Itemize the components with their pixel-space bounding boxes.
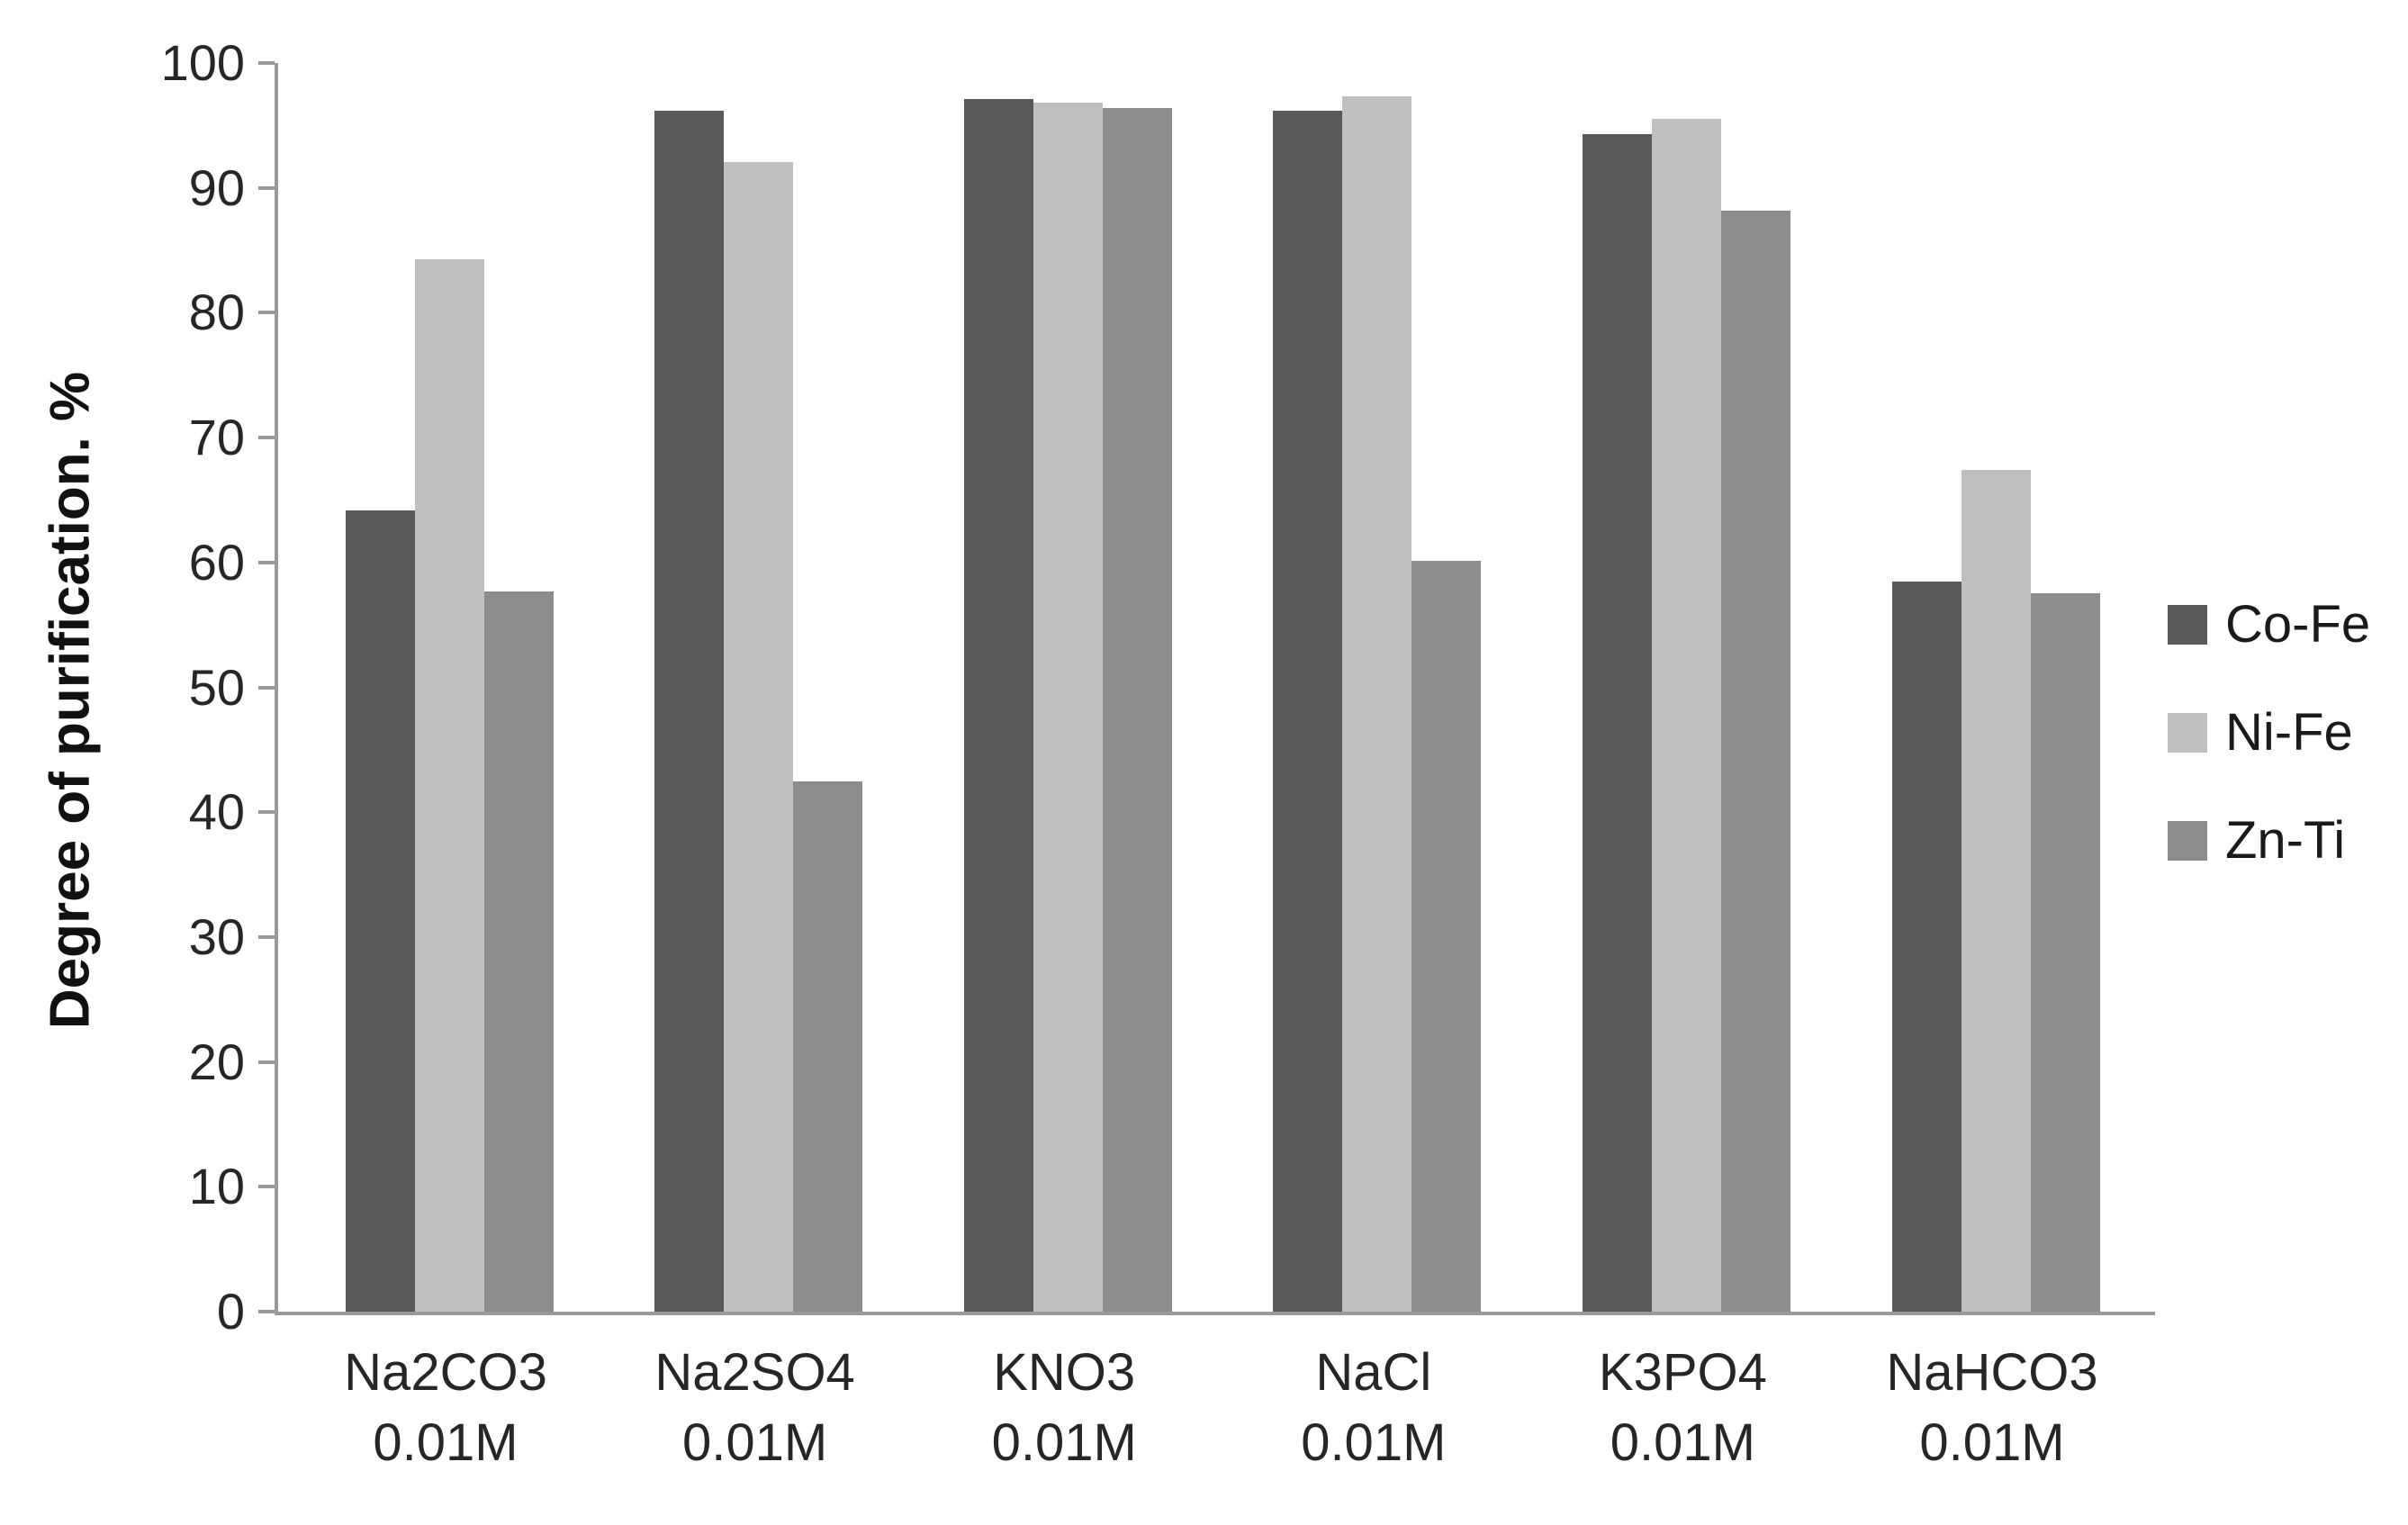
x-axis-label-line2: 0.01M — [373, 1413, 519, 1472]
bar-zn-ti-nahco3 — [2030, 593, 2100, 1312]
legend-label-co-fe: Co-Fe — [2225, 595, 2371, 654]
x-axis-label-na2co3: Na2CO3 0.01M — [284, 1338, 608, 1478]
bar-co-fe-k3po4 — [1582, 134, 1652, 1312]
legend-swatch-ni-fe — [2168, 713, 2207, 753]
x-axis-label-line2: 0.01M — [1919, 1413, 2065, 1472]
bar-group-nacl — [1273, 96, 1482, 1312]
legend: Co-Fe Ni-Fe Zn-Ti — [2168, 595, 2371, 924]
bar-ni-fe-nacl — [1342, 96, 1412, 1312]
y-axis-tick-mark — [258, 560, 275, 564]
x-axis-label-kno3: KNO3 0.01M — [902, 1338, 1226, 1478]
y-axis-tick-label: 50 — [188, 658, 245, 716]
y-axis-tick-mark — [258, 311, 275, 315]
x-axis-label-line1: NaHCO3 — [1886, 1343, 2098, 1402]
x-axis-label-line2: 0.01M — [1610, 1413, 1755, 1472]
y-axis-tick-label: 10 — [188, 1158, 245, 1215]
y-axis-tick-labels: 0 10 20 30 40 50 60 70 80 90 100 — [0, 38, 245, 1337]
legend-swatch-co-fe — [2168, 605, 2207, 645]
x-axis-label-nacl: NaCl 0.01M — [1212, 1338, 1536, 1478]
y-axis-tick-mark — [258, 1185, 275, 1189]
x-axis-label-line1: NaCl — [1315, 1343, 1432, 1402]
x-axis-label-na2so4: Na2SO4 0.01M — [593, 1338, 917, 1478]
y-axis-tick-mark — [258, 1060, 275, 1064]
legend-label-zn-ti: Zn-Ti — [2225, 811, 2346, 870]
bar-zn-ti-na2so4 — [793, 781, 863, 1312]
y-axis-tick-label: 70 — [188, 409, 245, 466]
bar-ni-fe-na2so4 — [724, 162, 794, 1312]
bar-ni-fe-k3po4 — [1651, 119, 1721, 1312]
y-axis-tick-mark — [258, 185, 275, 190]
y-axis-tick-label: 30 — [188, 907, 245, 965]
y-axis-tick-mark — [258, 810, 275, 815]
bar-ni-fe-na2co3 — [414, 259, 484, 1312]
y-axis-tick-mark — [258, 61, 275, 65]
x-axis-label-line1: KNO3 — [993, 1343, 1136, 1402]
bar-co-fe-nacl — [1273, 111, 1343, 1312]
plot-area — [258, 61, 2155, 1315]
y-axis-tick-mark — [258, 685, 275, 690]
bar-co-fe-na2so4 — [654, 111, 725, 1312]
y-axis-tick-label: 20 — [188, 1033, 245, 1090]
y-axis-tick-mark — [258, 934, 275, 939]
bar-zn-ti-nacl — [1411, 561, 1482, 1312]
bar-group-k3po4 — [1582, 119, 1790, 1312]
bar-co-fe-na2co3 — [345, 510, 415, 1312]
y-axis-tick-label: 40 — [188, 783, 245, 841]
x-axis-label-line1: Na2CO3 — [344, 1343, 547, 1402]
y-axis-tick-label: 0 — [216, 1283, 245, 1340]
y-axis-tick-label: 90 — [188, 158, 245, 216]
y-axis-tick-label: 80 — [188, 284, 245, 341]
legend-item-ni-fe: Ni-Fe — [2168, 703, 2370, 762]
y-axis-tick-label: 100 — [160, 34, 245, 91]
x-axis-label-nahco3: NaHCO3 0.01M — [1830, 1338, 2154, 1478]
bar-co-fe-nahco3 — [1891, 582, 1962, 1312]
bar-zn-ti-na2co3 — [483, 591, 554, 1312]
x-axis-label-k3po4: K3PO4 0.01M — [1520, 1338, 1844, 1478]
x-axis-label-line1: Na2SO4 — [654, 1343, 855, 1402]
bar-group-na2co3 — [345, 259, 554, 1312]
legend-label-ni-fe: Ni-Fe — [2225, 703, 2353, 762]
y-axis-tick-label: 60 — [188, 533, 245, 591]
bar-zn-ti-k3po4 — [1720, 211, 1790, 1312]
bar-group-nahco3 — [1891, 470, 2100, 1312]
x-axis-label-line2: 0.01M — [1301, 1413, 1447, 1472]
x-axis-label-line2: 0.01M — [991, 1413, 1137, 1472]
bar-group-na2so4 — [654, 111, 863, 1312]
bar-co-fe-kno3 — [963, 99, 1033, 1312]
y-axis-tick-mark — [258, 1310, 275, 1313]
bar-ni-fe-kno3 — [1033, 103, 1103, 1312]
legend-item-zn-ti: Zn-Ti — [2168, 811, 2370, 870]
bar-ni-fe-nahco3 — [1961, 470, 2031, 1312]
legend-swatch-zn-ti — [2168, 821, 2207, 861]
legend-item-co-fe: Co-Fe — [2168, 595, 2371, 654]
x-axis-label-line1: K3PO4 — [1598, 1343, 1767, 1402]
bar-group-kno3 — [963, 99, 1172, 1312]
y-axis-tick-mark — [258, 436, 275, 440]
bar-zn-ti-kno3 — [1102, 108, 1172, 1312]
x-axis-label-line2: 0.01M — [681, 1413, 828, 1472]
